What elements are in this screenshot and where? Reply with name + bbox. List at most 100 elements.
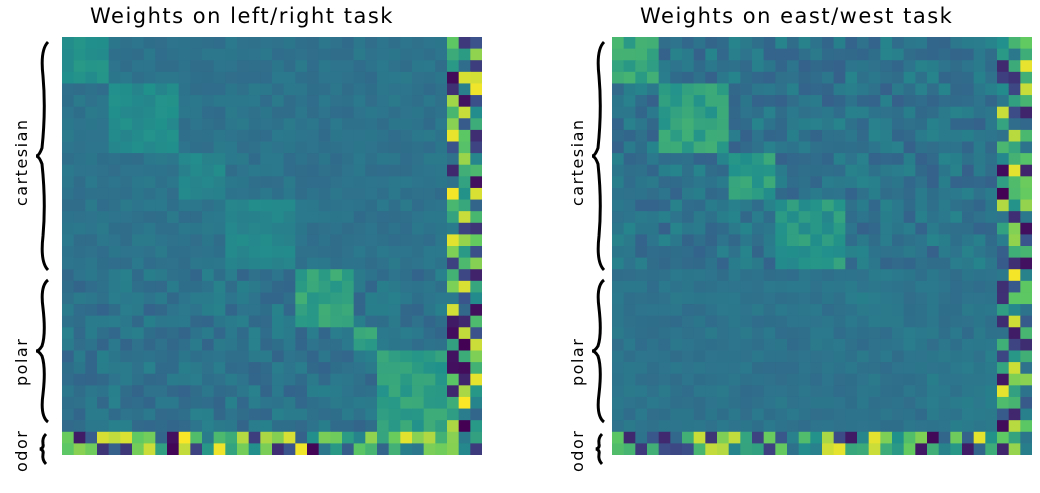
heatmap-cell xyxy=(283,269,296,282)
heatmap-cell xyxy=(365,385,378,398)
heatmap-cell xyxy=(342,408,355,421)
heatmap-cell xyxy=(377,60,390,73)
heatmap-cell xyxy=(740,269,753,282)
heatmap-cell xyxy=(132,280,145,294)
heatmap-cell xyxy=(167,443,180,455)
heatmap-cell xyxy=(283,153,296,166)
heatmap-cell xyxy=(260,246,273,259)
heatmap-cell xyxy=(388,327,401,340)
heatmap-cell xyxy=(470,95,482,108)
heatmap-cell xyxy=(915,396,928,410)
heatmap-cell xyxy=(435,385,448,398)
heatmap-cell xyxy=(892,95,905,108)
heatmap-cell xyxy=(798,280,811,294)
heatmap-cell xyxy=(400,385,413,398)
heatmap-cell xyxy=(272,234,285,247)
heatmap-cell xyxy=(868,373,881,386)
heatmap-cell xyxy=(120,187,133,201)
heatmap-cell xyxy=(997,211,1010,224)
heatmap-cell xyxy=(752,362,765,375)
heatmap-cell xyxy=(985,37,998,50)
heatmap-cell xyxy=(822,408,835,421)
heatmap-cell xyxy=(810,408,823,421)
heatmap-cell xyxy=(73,408,86,421)
heatmap-cell xyxy=(342,176,355,189)
heatmap-cell xyxy=(225,60,238,73)
heatmap-cell xyxy=(868,246,881,259)
heatmap-cell xyxy=(202,60,215,73)
heatmap-cell xyxy=(728,443,741,455)
heatmap-cell xyxy=(400,315,413,328)
heatmap-cell xyxy=(705,141,718,154)
heatmap-cell xyxy=(915,222,928,235)
heatmap-cell xyxy=(237,327,250,340)
heatmap-cell xyxy=(283,211,296,224)
heatmap-cell xyxy=(775,106,788,119)
heatmap-cell xyxy=(120,211,133,224)
heatmap-cell xyxy=(237,187,250,201)
heatmap-cell xyxy=(868,153,881,166)
heatmap-cell xyxy=(225,153,238,166)
heatmap-cell xyxy=(857,431,870,444)
heatmap-cell xyxy=(307,304,320,317)
heatmap-cell xyxy=(915,408,928,421)
heatmap-cell xyxy=(763,199,776,212)
heatmap-cell xyxy=(658,199,671,212)
heatmap-cell xyxy=(728,420,741,433)
heatmap-cell xyxy=(705,280,718,294)
heatmap-cell xyxy=(388,315,401,328)
heatmap-cell xyxy=(178,327,191,340)
heatmap-cell xyxy=(717,350,730,363)
heatmap-cell xyxy=(318,222,331,235)
heatmap-cell xyxy=(845,292,858,305)
heatmap-cell xyxy=(400,83,413,96)
heatmap-cell xyxy=(635,176,648,189)
heatmap-cell xyxy=(272,280,285,294)
heatmap-cell xyxy=(880,350,893,363)
heatmap-cell xyxy=(435,187,448,201)
heatmap-cell xyxy=(950,187,963,201)
heatmap-cell xyxy=(1008,60,1021,73)
heatmap-cell xyxy=(693,246,706,259)
heatmap-cell xyxy=(353,106,366,119)
heatmap-cell xyxy=(1008,246,1021,259)
row-label-odor: odor xyxy=(12,429,31,472)
heatmap-cell xyxy=(973,292,986,305)
heatmap-cell xyxy=(1020,408,1032,421)
heatmap-cell xyxy=(612,199,625,212)
heatmap-cell xyxy=(167,327,180,340)
heatmap-cell xyxy=(903,408,916,421)
heatmap-cell xyxy=(973,246,986,259)
heatmap-cell xyxy=(225,164,238,177)
heatmap-cell xyxy=(470,83,482,96)
heatmap-cell xyxy=(295,37,308,50)
heatmap-cell xyxy=(822,222,835,235)
heatmap-cell xyxy=(283,60,296,73)
heatmap-cell xyxy=(868,280,881,294)
heatmap-cell xyxy=(342,269,355,282)
heatmap-cell xyxy=(213,234,226,247)
heatmap-cell xyxy=(213,164,226,177)
heatmap-cell xyxy=(705,106,718,119)
heatmap-cell xyxy=(353,315,366,328)
heatmap-cell xyxy=(295,408,308,421)
heatmap-cell xyxy=(120,315,133,328)
heatmap-cell xyxy=(822,280,835,294)
heatmap-cell xyxy=(295,199,308,212)
heatmap-cell xyxy=(377,373,390,386)
heatmap-cell xyxy=(973,60,986,73)
heatmap-cell xyxy=(143,408,156,421)
heatmap-cell xyxy=(728,280,741,294)
heatmap-cell xyxy=(1008,338,1021,352)
heatmap-cell xyxy=(272,164,285,177)
heatmap-cell xyxy=(190,83,203,96)
heatmap-cell xyxy=(447,315,460,328)
heatmap-cell xyxy=(178,304,191,317)
heatmap-cell xyxy=(330,129,343,143)
heatmap-cell xyxy=(845,153,858,166)
heatmap-cell xyxy=(635,83,648,96)
heatmap-cell xyxy=(143,118,156,131)
heatmap-cell xyxy=(85,222,98,235)
heatmap-cell xyxy=(342,48,355,61)
heatmap-cell xyxy=(670,83,683,96)
